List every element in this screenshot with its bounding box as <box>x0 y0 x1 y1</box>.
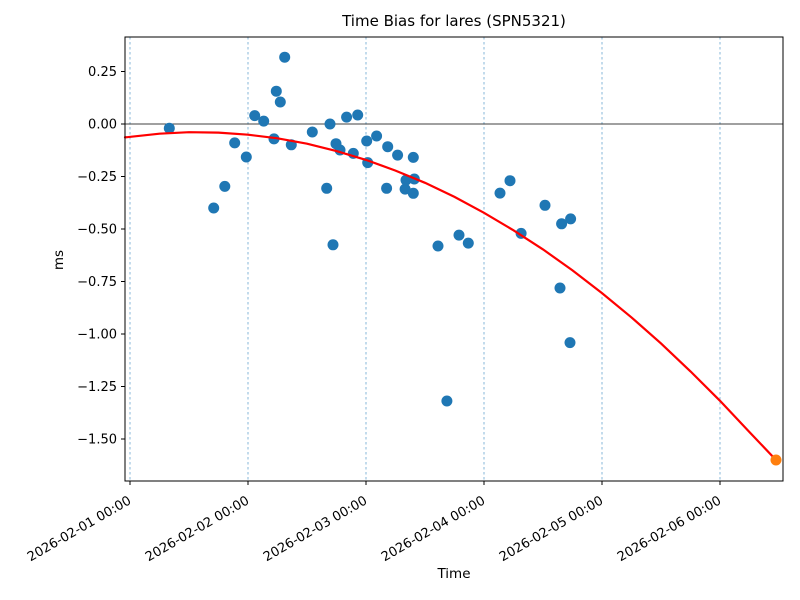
scatter-point <box>400 174 412 186</box>
x-axis-label: Time <box>437 566 471 582</box>
y-tick-label: 0.25 <box>88 65 117 80</box>
scatter-point <box>327 239 339 251</box>
scatter-point <box>399 183 411 195</box>
scatter-point <box>564 337 576 349</box>
trend-line <box>123 131 778 462</box>
scatter-point <box>361 135 373 147</box>
scatter-point <box>270 85 282 97</box>
scatter-point <box>240 151 252 163</box>
scatter-point <box>494 187 506 199</box>
scatter-point <box>219 180 231 192</box>
scatter-point <box>258 115 270 127</box>
y-tick-label: −0.50 <box>77 223 117 238</box>
scatter-point <box>306 126 318 138</box>
scatter-point <box>462 237 474 249</box>
scatter-point <box>453 229 465 241</box>
scatter-point <box>565 213 577 225</box>
x-tick-label: 2026-02-02 00:00 <box>143 493 252 565</box>
scatter-point <box>352 109 364 121</box>
chart-title: Time Bias for lares (SPN5321) <box>342 12 566 30</box>
x-tick-label: 2026-02-06 00:00 <box>615 493 724 565</box>
scatter-point <box>392 149 404 161</box>
scatter-point <box>504 175 516 187</box>
y-tick-label: −1.50 <box>77 433 117 448</box>
scatter-point <box>556 218 568 230</box>
scatter-point <box>407 187 419 199</box>
scatter-point <box>229 137 241 149</box>
y-tick-label: −0.75 <box>77 275 117 290</box>
scatter-point <box>274 96 286 108</box>
x-tick-label: 2026-02-04 00:00 <box>379 493 488 565</box>
plot-border <box>124 36 784 482</box>
scatter-point <box>554 282 566 294</box>
x-tick-label: 2026-02-01 00:00 <box>25 493 134 565</box>
y-tick-label: −1.25 <box>77 380 117 395</box>
scatter-point <box>321 182 333 194</box>
latest-point <box>770 454 782 466</box>
scatter-point <box>441 395 453 407</box>
scatter-point <box>407 151 419 163</box>
y-tick-label: −0.25 <box>77 170 117 185</box>
x-tick-label: 2026-02-05 00:00 <box>497 493 606 565</box>
scatter-point <box>341 111 353 123</box>
scatter-point <box>371 130 383 142</box>
scatter-point <box>324 118 336 130</box>
y-tick-label: −1.00 <box>77 328 117 343</box>
scatter-point <box>279 51 291 63</box>
scatter-point <box>381 182 393 194</box>
scatter-point <box>432 240 444 252</box>
scatter-point <box>539 199 551 211</box>
scatter-point <box>249 110 261 122</box>
scatter-point <box>208 202 220 214</box>
y-tick-label: 0.00 <box>88 118 117 133</box>
x-tick-label: 2026-02-03 00:00 <box>261 493 370 565</box>
scatter-point <box>163 122 175 134</box>
scatter-point <box>382 141 394 153</box>
